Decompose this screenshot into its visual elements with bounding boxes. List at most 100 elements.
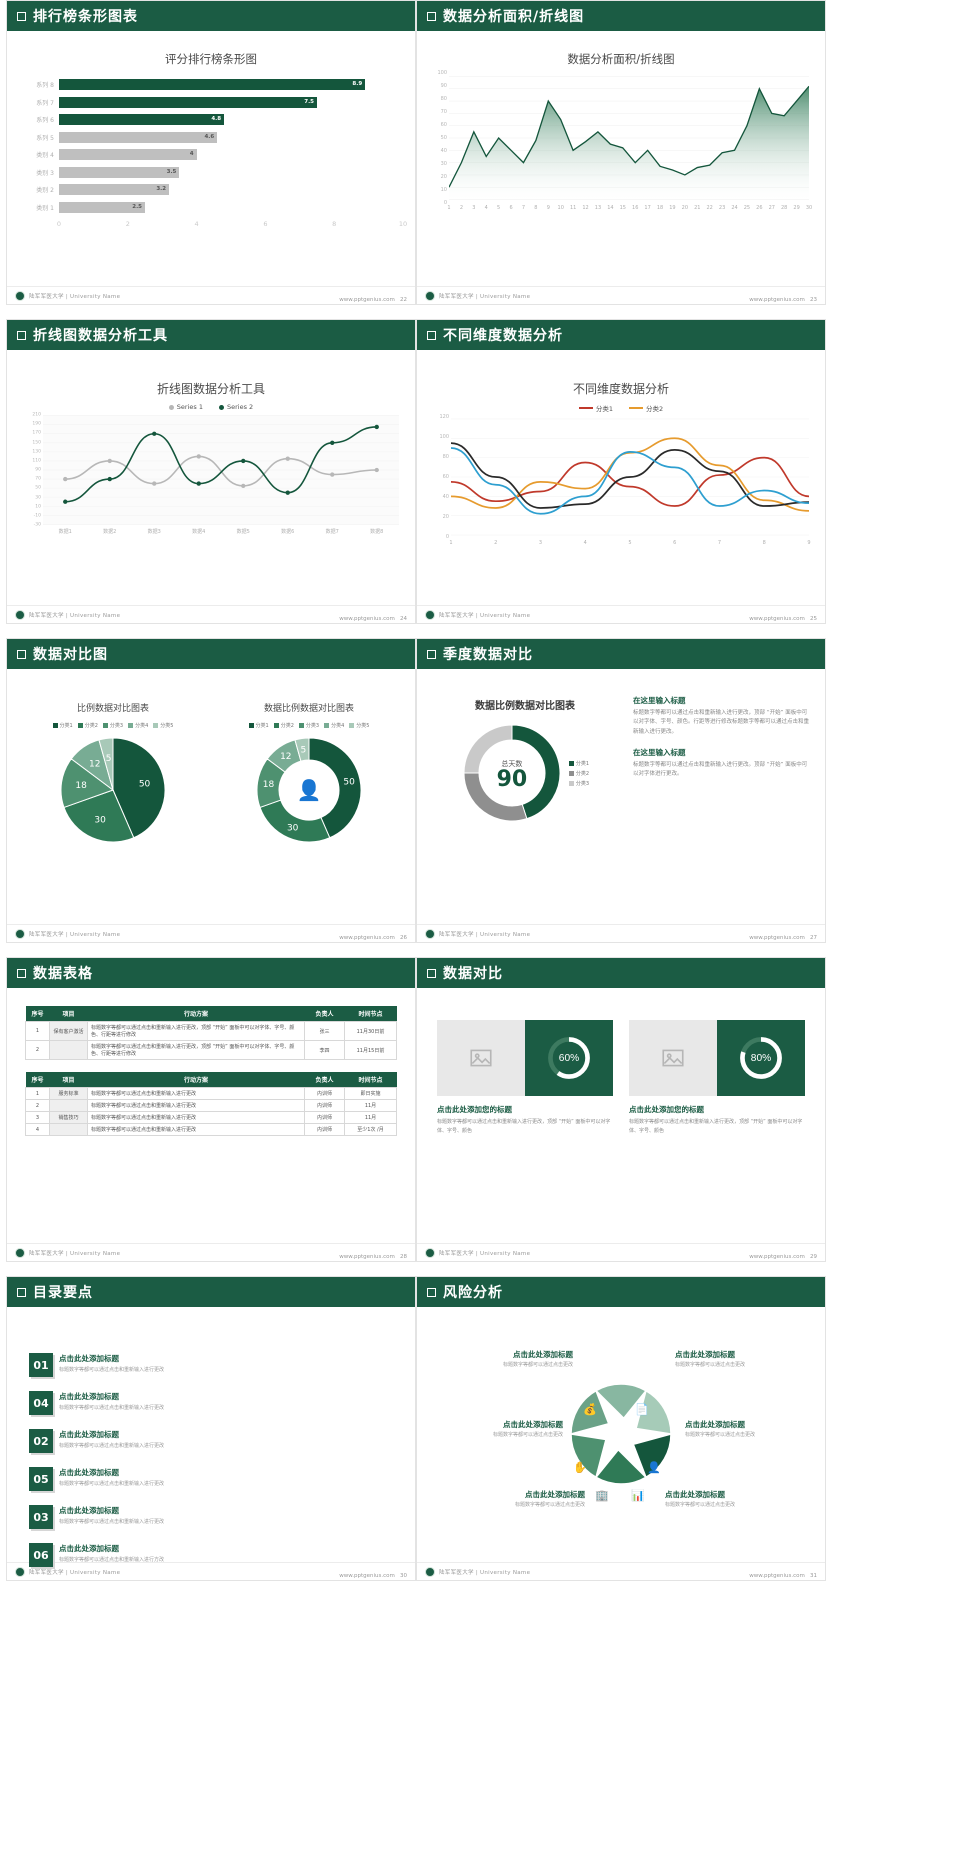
legend-item[interactable]: 分类4 bbox=[324, 722, 344, 729]
risk-item[interactable]: 点击此处添加标题 标题数字等都可以通过点击更改 bbox=[433, 1419, 563, 1440]
comparison-card[interactable]: 60% 点击此处添加您的标题 标题数字等都可以通过点击和重新输入进行更改，顶部 “开… bbox=[437, 1020, 613, 1135]
slide-header-title: 季度数据对比 bbox=[443, 647, 533, 663]
table-row[interactable]: 1 保有客户激活 标题数字等都可以通过点击和重新输入进行更改，顶部 “开始” 面板中… bbox=[25, 1021, 397, 1041]
slide-area-line[interactable]: 数据分析面积/折线图 数据分析面积/折线图 100 90 80 70 60 50 40 30 2… bbox=[416, 0, 826, 305]
risk-title: 点击此处添加标题 bbox=[665, 1490, 725, 1499]
y-tick: 20 bbox=[442, 514, 449, 520]
legend-item[interactable]: 分类2 bbox=[568, 770, 589, 777]
data-table-1[interactable]: 序号 项目 行动方案 负责人 时间节点 1 保有客户激活 标题数字等都可以通过点击和重新输入进… bbox=[25, 1006, 397, 1060]
slide-data-table[interactable]: 数据表格 序号 项目 行动方案 负责人 时间节点 1 保有客户激活 标题数字等都可以通过点击和… bbox=[6, 957, 416, 1262]
y-tick: 100 bbox=[437, 70, 447, 76]
x-tick: 5 bbox=[628, 540, 632, 546]
slide-line-tool[interactable]: 折线图数据分析工具 折线图数据分析工具 Series 1 Series 2 210… bbox=[6, 319, 416, 624]
catalog-item[interactable]: 02 点击此处添加标题 标题数字等都可以通过点击和重新输入进行更改 bbox=[29, 1429, 204, 1453]
table-row[interactable]: 2 标题数字等都可以通过点击和重新输入进行更改，顶部 “开始” 面板中可以对字体、… bbox=[25, 1040, 397, 1060]
catalog-text: 标题数字等都可以通过点击和重新输入进行更改 bbox=[59, 1519, 165, 1525]
risk-item[interactable]: 点击此处添加标题 标题数字等都可以通过点击更改 bbox=[675, 1349, 805, 1370]
university-crest-icon bbox=[15, 1566, 25, 1577]
x-tick: 18 bbox=[656, 205, 664, 211]
slide-catalog[interactable]: 目录要点 01 点击此处添加标题 标题数字等都可以通过点击和重新输入进行更改 04 点击… bbox=[6, 1276, 416, 1581]
table-cell: 张三 bbox=[304, 1021, 345, 1041]
x-tick: 24 bbox=[731, 205, 738, 211]
risk-item[interactable]: 点击此处添加标题 标题数字等都可以通过点击更改 bbox=[455, 1489, 585, 1510]
catalog-item[interactable]: 05 点击此处添加标题 标题数字等都可以通过点击和重新输入进行更改 bbox=[29, 1467, 204, 1491]
y-tick: 30 bbox=[440, 161, 447, 167]
slide-quarter-compare[interactable]: 季度数据对比 数据比例数据对比图表 总天数 90 分类1 分类2 分类3 在这里输入标… bbox=[416, 638, 826, 943]
slide-body: 折线图数据分析工具 Series 1 Series 2 210 190 170 150 1… bbox=[7, 350, 415, 605]
slide-header: 不同维度数据分析 bbox=[417, 320, 825, 350]
slide-data-contrast[interactable]: 数据对比 60% 点击此处添加您的标题 标题数字等都可以通过点击和重新输入进行更改，… bbox=[416, 957, 826, 1262]
slide-header-title: 数据分析面积/折线图 bbox=[443, 9, 585, 25]
slide-multi-dimension[interactable]: 不同维度数据分析 不同维度数据分析 分类1 分类2 120 100 80 60 40 20 0… bbox=[416, 319, 826, 624]
comparison-card[interactable]: 80% 点击此处添加您的标题 标题数字等都可以通过点击和重新输入进行更改，顶部 “开… bbox=[629, 1020, 805, 1135]
page-number: 28 bbox=[400, 1254, 407, 1260]
table-row[interactable]: 3 销售技巧 标题数字等都可以通过点击和重新输入进行更改 内训师 11月 bbox=[25, 1111, 397, 1124]
legend-item[interactable]: 分类5 bbox=[349, 722, 369, 729]
legend-item[interactable]: 分类1 bbox=[52, 722, 73, 729]
footer-org: 陆军军医大学 | University Name bbox=[439, 612, 531, 619]
slide-header: 折线图数据分析工具 bbox=[7, 320, 415, 350]
table-cell: 内训师 bbox=[304, 1087, 345, 1100]
catalog-item[interactable]: 06 点击此处添加标题 标题数字等都可以通过点击和重新输入进行方改 bbox=[29, 1543, 204, 1567]
legend-swatch bbox=[273, 723, 279, 728]
y-tick: 120 bbox=[439, 414, 449, 420]
legend-item[interactable]: 分类5 bbox=[153, 722, 173, 729]
bar-row: 系列 7 7.5 bbox=[19, 95, 403, 110]
bar-value: 4 bbox=[189, 151, 194, 157]
chart-title: 数据比例数据对比图表 bbox=[263, 704, 354, 714]
table-row[interactable]: 4 标题数字等都可以通过点击和重新输入进行更改 内训师 至少1次 /月 bbox=[25, 1123, 397, 1136]
slide-ranking-bar[interactable]: 排行榜条形图表 评分排行榜条形图 系列 8 8.9 系列 7 7.5 系列 6 4.8 系列… bbox=[6, 0, 416, 305]
catalog-item[interactable]: 04 点击此处添加标题 标题数字等都可以通过点击和重新输入进行更改 bbox=[29, 1391, 204, 1415]
table-cell: 1 bbox=[25, 1087, 50, 1100]
square-bullet-icon bbox=[17, 968, 26, 978]
legend-item[interactable]: 分类1 bbox=[578, 403, 613, 413]
slide-data-compare-pies[interactable]: 数据对比图 比例数据对比图表 分类1 分类2 分类3 分类4 分类5 50 30 18 12 5… bbox=[6, 638, 416, 943]
legend-item[interactable]: 分类3 bbox=[568, 780, 589, 787]
page-number: 30 bbox=[400, 1573, 407, 1579]
table-cell bbox=[49, 1123, 88, 1136]
legend-item[interactable]: 分类1 bbox=[248, 722, 269, 729]
catalog-text: 标题数字等都可以通过点击和重新输入进行方改 bbox=[59, 1557, 165, 1563]
y-tick: 40 bbox=[440, 148, 447, 154]
catalog-item[interactable]: 01 点击此处添加标题 标题数字等都可以通过点击和重新输入进行更改 bbox=[29, 1353, 204, 1377]
risk-item[interactable]: 点击此处添加标题 标题数字等都可以通过点击更改 bbox=[443, 1349, 573, 1370]
chart-legend: 分类1 分类2 bbox=[425, 403, 817, 413]
x-tick: 0 bbox=[56, 219, 62, 228]
x-tick: 29 bbox=[793, 205, 800, 211]
risk-item[interactable]: 点击此处添加标题 标题数字等都可以通过点击更改 bbox=[685, 1419, 815, 1440]
legend-label: 分类3 bbox=[305, 723, 320, 729]
risk-item[interactable]: 点击此处添加标题 标题数字等都可以通过点击更改 bbox=[665, 1489, 795, 1510]
pie-slice bbox=[259, 799, 331, 843]
y-tick: 20 bbox=[440, 174, 447, 180]
table-row[interactable]: 2 标题数字等都可以通过点击和重新输入进行更改 内训师 11月 bbox=[25, 1099, 397, 1112]
y-axis-ticks: 120 100 80 60 40 20 0 bbox=[431, 414, 449, 540]
legend-item[interactable]: Series 1 bbox=[168, 403, 203, 411]
hand-icon: ✋ bbox=[573, 1461, 587, 1474]
y-tick: 30 bbox=[35, 495, 41, 500]
catalog-title: 点击此处添加标题 bbox=[59, 1544, 119, 1553]
slide-risk[interactable]: 风险分析 点击此处添加标题 标题数字等都可以通过点击更改 点击此处添加标题 标题数字等… bbox=[416, 1276, 826, 1581]
catalog-item[interactable]: 03 点击此处添加标题 标题数字等都可以通过点击和重新输入进行更改 bbox=[29, 1505, 204, 1529]
legend-item[interactable]: 分类2 bbox=[77, 722, 98, 729]
table-row[interactable]: 1 服务标准 标题数字等都可以通过点击和重新输入进行更改 内训师 即日实施 bbox=[25, 1087, 397, 1100]
table-cell: 标题数字等都可以通过点击和重新输入进行更改 bbox=[87, 1087, 305, 1100]
legend-item[interactable]: Series 2 bbox=[219, 403, 253, 411]
x-tick: 21 bbox=[694, 205, 701, 211]
data-table-2[interactable]: 序号 项目 行动方案 负责人 时间节点 1 服务标准 标题数字等都可以通过点击和重新输入进行更… bbox=[25, 1072, 397, 1136]
legend-label: 分类1 bbox=[59, 723, 73, 729]
footer-site: www.pptgenius.com bbox=[339, 297, 395, 303]
slide-footer: 陆军军医大学 | University Name www.pptgenius.c… bbox=[417, 1243, 825, 1261]
legend-item[interactable]: 分类4 bbox=[128, 722, 148, 729]
x-tick: 数据4 bbox=[192, 529, 206, 535]
legend-swatch bbox=[77, 723, 83, 728]
bar-label: 类别 4 bbox=[36, 152, 54, 159]
legend-item[interactable]: 分类2 bbox=[629, 403, 663, 413]
legend-item[interactable]: 分类3 bbox=[298, 722, 320, 729]
page-number: 26 bbox=[400, 935, 407, 941]
legend-item[interactable]: 分类1 bbox=[568, 760, 589, 767]
x-tick: 8 bbox=[332, 219, 337, 228]
legend-item[interactable]: 分类3 bbox=[102, 722, 123, 729]
legend-item[interactable]: 分类2 bbox=[273, 722, 294, 729]
slide-header-title: 数据对比 bbox=[443, 966, 503, 982]
